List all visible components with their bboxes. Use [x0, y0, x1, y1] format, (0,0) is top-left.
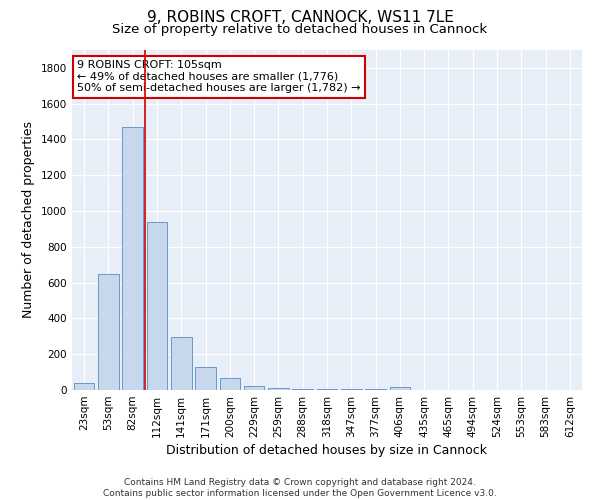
Bar — [389, 387, 410, 390]
Bar — [122, 127, 143, 390]
Bar — [195, 366, 216, 390]
Bar — [220, 378, 240, 390]
Bar — [98, 274, 119, 390]
Bar — [74, 383, 94, 390]
Text: Size of property relative to detached houses in Cannock: Size of property relative to detached ho… — [112, 22, 488, 36]
X-axis label: Distribution of detached houses by size in Cannock: Distribution of detached houses by size … — [167, 444, 487, 457]
Bar — [244, 386, 265, 390]
Text: 9 ROBINS CROFT: 105sqm
← 49% of detached houses are smaller (1,776)
50% of semi-: 9 ROBINS CROFT: 105sqm ← 49% of detached… — [77, 60, 361, 94]
Bar — [268, 388, 289, 390]
Bar — [146, 222, 167, 390]
Bar — [317, 389, 337, 390]
Bar — [292, 388, 313, 390]
Y-axis label: Number of detached properties: Number of detached properties — [22, 122, 35, 318]
Bar — [171, 337, 191, 390]
Text: Contains HM Land Registry data © Crown copyright and database right 2024.
Contai: Contains HM Land Registry data © Crown c… — [103, 478, 497, 498]
Text: 9, ROBINS CROFT, CANNOCK, WS11 7LE: 9, ROBINS CROFT, CANNOCK, WS11 7LE — [146, 10, 454, 25]
